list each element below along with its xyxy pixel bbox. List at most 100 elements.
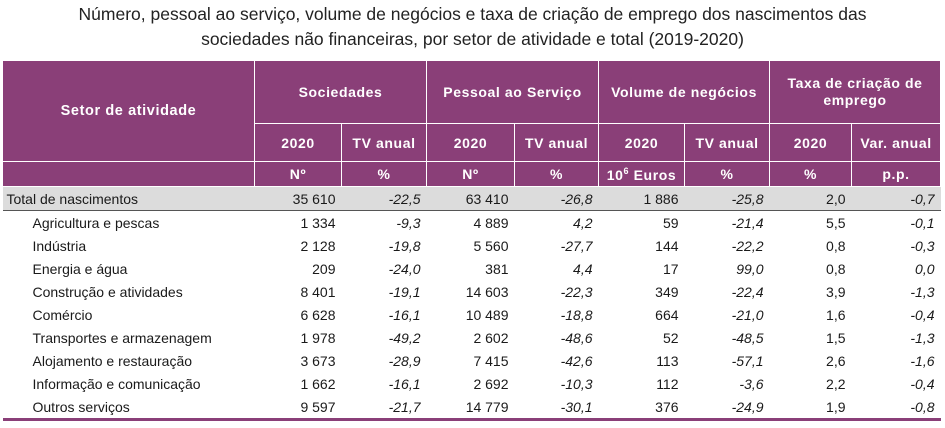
sector-header-blank (2, 161, 255, 187)
value-cell: 52 (662, 329, 679, 346)
value-cell: 14 779 (426, 395, 515, 421)
group-header-pessoal: Pessoal ao Serviço (426, 60, 600, 124)
sector-label: Total de nascimentos (2, 186, 255, 211)
value-cell: -19,1 (388, 283, 421, 300)
value-cell: 2,0 (769, 186, 852, 211)
value-cell: 1,6 (826, 306, 846, 323)
value-cell: -1,6 (910, 352, 935, 369)
value-cell: 63 410 (426, 186, 515, 211)
value-cell: 144 (655, 237, 679, 254)
value-cell: -22,4 (731, 283, 764, 300)
value-cell: 0,0 (915, 260, 935, 277)
subheader: 2020 (254, 123, 342, 162)
table-body: Total de nascimentos 35 610 -22,5 63 410 -26… (2, 186, 941, 421)
value-cell: 2 128 (300, 237, 336, 254)
sector-label: Indústria (32, 237, 87, 254)
unit-label: % (514, 161, 600, 187)
value-cell: 376 (598, 395, 685, 421)
value-cell: -3,6 (739, 375, 764, 392)
value-cell: 113 (656, 352, 679, 369)
value-cell: 664 (655, 306, 679, 323)
subheader: Var. anual (851, 123, 942, 162)
table-row: Agricultura e pescas 1 334 -9,3 4 889 4,2 59 -… (3, 211, 941, 235)
value-cell: 1 886 (598, 186, 685, 211)
value-cell: 10 489 (465, 306, 509, 323)
value-cell: 209 (312, 260, 336, 277)
value-cell: -10,3 (560, 375, 593, 392)
sector-label: Transportes e armazenagem (32, 329, 212, 346)
value-cell: 2 692 (473, 375, 509, 392)
value-cell: -49,2 (388, 329, 421, 346)
value-cell: 4 889 (473, 214, 509, 231)
value-cell: -0,4 (910, 375, 935, 392)
group-header-taxa: Taxa de criação de emprego (769, 60, 942, 124)
value-cell: 59 (662, 214, 679, 231)
value-cell: -57,1 (731, 352, 764, 369)
value-cell: 2,6 (826, 352, 846, 369)
subheader: TV anual (684, 123, 771, 162)
value-cell: 1,9 (769, 395, 852, 421)
value-cell: 0,8 (826, 260, 846, 277)
value-cell: 112 (656, 375, 679, 392)
sector-label: Energia e água (32, 260, 128, 277)
value-cell: -48,5 (731, 329, 764, 346)
value-cell: 3,9 (826, 283, 846, 300)
subheader: 2020 (769, 123, 853, 162)
value-cell: 99,0 (736, 260, 764, 277)
sector-label: Alojamento e restauração (32, 352, 193, 369)
unit-label: Nº (426, 161, 516, 187)
value-cell: 1,5 (826, 329, 846, 346)
value-cell: 3 673 (300, 352, 336, 369)
value-cell: 2,2 (826, 375, 846, 392)
table-row: Outros serviços 9 597 -21,7 14 779 -30,1 376-… (2, 395, 941, 421)
value-cell: 2 602 (473, 329, 509, 346)
table-row: Transportes e armazenagem 1 978 -49,2 2 602… (3, 326, 941, 349)
value-cell: -22,5 (341, 186, 427, 211)
sector-label: Comércio (32, 306, 93, 323)
unit-label: % (769, 161, 853, 187)
value-cell: 5 560 (473, 237, 509, 254)
title-line-1: Número, pessoal ao serviço, volume de ne… (78, 4, 867, 24)
unit-label: p.p. (851, 161, 942, 187)
value-cell: -18,8 (560, 306, 593, 323)
value-cell: -42,6 (560, 352, 593, 369)
subheader: 2020 (426, 123, 516, 162)
value-cell: -0,8 (851, 395, 941, 421)
unit-exponent: 6 (623, 165, 630, 176)
value-cell: -25,8 (684, 186, 770, 211)
table-row: Energia e água 209 -24,0 381 4,4 17 99,0 0,8 0,0 (3, 257, 941, 280)
title-line-2: sociedades não financeiras, por setor de… (201, 29, 744, 49)
data-table: Setor de atividade Sociedades Pessoal ao… (2, 60, 942, 421)
value-cell: -0,3 (910, 237, 935, 254)
value-cell: -21,0 (731, 306, 764, 323)
subheader: TV anual (514, 123, 600, 162)
group-header-volume: Volume de negócios (598, 60, 771, 124)
value-cell: -21,4 (731, 214, 764, 231)
value-cell: -16,1 (388, 306, 421, 323)
subheader: TV anual (340, 123, 428, 162)
sector-label: Outros serviços (2, 395, 255, 421)
value-cell: -22,3 (560, 283, 593, 300)
unit-label: Nº (254, 161, 342, 187)
value-cell: 5,5 (826, 214, 846, 231)
value-cell: 7 415 (473, 352, 509, 369)
value-cell: -1,3 (910, 283, 935, 300)
table-row: Indústria 2 128 -19,8 5 560 -27,7 144 -22,2 0,8… (3, 234, 941, 257)
value-cell: -28,9 (388, 352, 421, 369)
value-cell: -48,6 (560, 329, 593, 346)
value-cell: 9 597 (254, 395, 342, 421)
value-cell: -16,1 (388, 375, 421, 392)
table-row: Construção e atividades 8 401 -19,1 14 603 -… (3, 280, 941, 303)
value-cell: -26,8 (514, 186, 599, 211)
subheader: 2020 (598, 123, 686, 162)
value-cell: 35 610 (254, 186, 342, 211)
value-cell: -27,7 (560, 237, 593, 254)
sector-label: Informação e comunicação (32, 375, 201, 392)
unit-label: % (684, 161, 771, 187)
value-cell: -0,4 (910, 306, 935, 323)
value-cell: -21,7 (341, 395, 427, 421)
value-cell: -1,3 (910, 329, 935, 346)
value-cell: -24,0 (388, 260, 421, 277)
table-row: Comércio 6 628 -16,1 10 489 -18,8 664 -21,0 1,6… (3, 303, 941, 326)
total-row: Total de nascimentos 35 610 -22,5 63 410 -26… (2, 186, 941, 211)
